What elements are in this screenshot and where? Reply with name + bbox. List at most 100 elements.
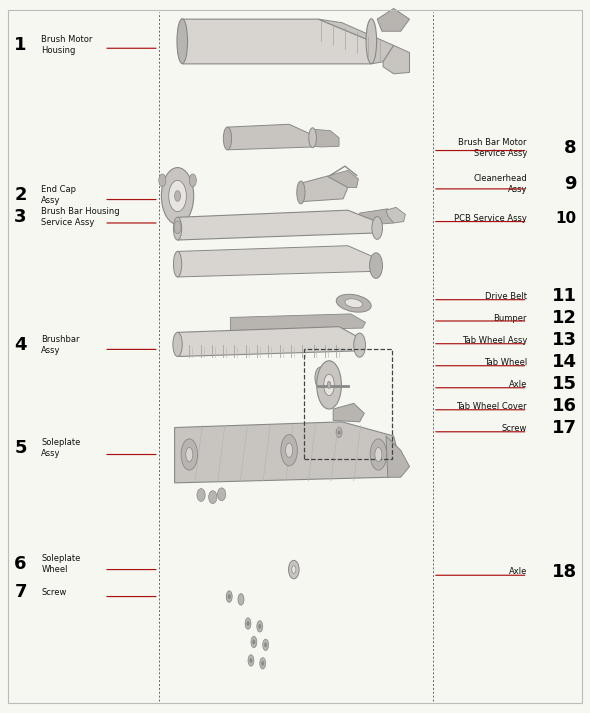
Ellipse shape: [297, 181, 305, 204]
Ellipse shape: [338, 431, 340, 434]
Text: 2: 2: [14, 185, 27, 204]
Text: 17: 17: [552, 419, 577, 437]
Text: 4: 4: [14, 336, 27, 354]
Ellipse shape: [309, 128, 316, 148]
Ellipse shape: [372, 217, 382, 240]
Text: Axle: Axle: [509, 568, 527, 576]
Text: 10: 10: [556, 211, 577, 226]
Text: 16: 16: [552, 397, 577, 415]
Ellipse shape: [345, 299, 362, 308]
Text: Soleplate
Wheel: Soleplate Wheel: [41, 554, 81, 574]
Ellipse shape: [238, 594, 244, 605]
Polygon shape: [333, 404, 364, 422]
Polygon shape: [377, 9, 409, 31]
Polygon shape: [231, 314, 365, 331]
Text: 7: 7: [14, 583, 27, 601]
Polygon shape: [386, 207, 405, 223]
Text: 18: 18: [552, 563, 577, 580]
Text: Drive Belt: Drive Belt: [485, 292, 527, 301]
Ellipse shape: [247, 622, 249, 626]
Ellipse shape: [186, 448, 193, 461]
Ellipse shape: [189, 174, 196, 187]
Text: Bumper: Bumper: [493, 314, 527, 323]
Ellipse shape: [253, 640, 255, 644]
Polygon shape: [383, 46, 409, 74]
Polygon shape: [178, 246, 380, 277]
Ellipse shape: [173, 217, 182, 240]
Text: Tab Wheel: Tab Wheel: [484, 358, 527, 366]
Text: 6: 6: [14, 555, 27, 573]
Text: Brushbar
Assy: Brushbar Assy: [41, 335, 80, 355]
Polygon shape: [175, 422, 401, 483]
Text: 8: 8: [564, 140, 577, 158]
Text: Cleanerhead
Assy: Cleanerhead Assy: [473, 174, 527, 194]
Polygon shape: [228, 124, 316, 150]
Polygon shape: [327, 170, 358, 188]
Ellipse shape: [218, 488, 226, 501]
Ellipse shape: [375, 448, 382, 461]
Text: Soleplate
Assy: Soleplate Assy: [41, 438, 81, 458]
Text: 13: 13: [552, 331, 577, 349]
Text: Brush Bar Housing
Service Assy: Brush Bar Housing Service Assy: [41, 207, 120, 227]
Ellipse shape: [370, 439, 386, 470]
Text: Brush Bar Motor
Service Assy: Brush Bar Motor Service Assy: [458, 138, 527, 158]
Polygon shape: [178, 327, 362, 356]
Text: Screw: Screw: [41, 588, 67, 597]
Ellipse shape: [181, 439, 198, 470]
Ellipse shape: [173, 252, 182, 277]
Ellipse shape: [162, 168, 194, 225]
Ellipse shape: [289, 560, 299, 579]
Ellipse shape: [250, 658, 252, 662]
Polygon shape: [359, 209, 396, 226]
Text: 15: 15: [552, 375, 577, 393]
Text: PCB Service Assy: PCB Service Assy: [454, 214, 527, 223]
Text: 14: 14: [552, 353, 577, 371]
Ellipse shape: [251, 636, 257, 647]
Text: Screw: Screw: [502, 424, 527, 433]
Polygon shape: [182, 19, 371, 64]
Ellipse shape: [263, 639, 268, 650]
Ellipse shape: [209, 491, 217, 503]
Text: Brush Motor
Housing: Brush Motor Housing: [41, 36, 93, 56]
Bar: [304, 349, 392, 459]
Polygon shape: [386, 436, 409, 477]
Text: Tab Wheel Assy: Tab Wheel Assy: [461, 336, 527, 344]
Ellipse shape: [224, 127, 232, 150]
Ellipse shape: [169, 180, 186, 212]
Polygon shape: [313, 129, 339, 147]
Text: 5: 5: [14, 439, 27, 457]
Ellipse shape: [245, 618, 251, 630]
Ellipse shape: [174, 221, 181, 234]
Ellipse shape: [327, 381, 331, 389]
Ellipse shape: [227, 591, 232, 602]
Ellipse shape: [258, 625, 261, 629]
Ellipse shape: [369, 253, 382, 278]
Ellipse shape: [260, 657, 266, 669]
Text: Tab Wheel Cover: Tab Wheel Cover: [456, 401, 527, 411]
Text: Axle: Axle: [509, 380, 527, 389]
Ellipse shape: [324, 374, 335, 396]
Ellipse shape: [366, 19, 376, 63]
Ellipse shape: [292, 565, 296, 573]
Ellipse shape: [175, 190, 181, 201]
Ellipse shape: [281, 435, 297, 466]
Ellipse shape: [315, 367, 326, 389]
Ellipse shape: [228, 595, 231, 599]
Ellipse shape: [354, 333, 365, 357]
Ellipse shape: [177, 19, 188, 63]
Ellipse shape: [257, 621, 263, 632]
Ellipse shape: [286, 443, 293, 457]
Polygon shape: [301, 176, 348, 202]
Ellipse shape: [336, 428, 342, 438]
Text: 12: 12: [552, 309, 577, 327]
Text: 3: 3: [14, 207, 27, 225]
Ellipse shape: [173, 332, 182, 356]
Ellipse shape: [248, 655, 254, 666]
Polygon shape: [178, 210, 380, 240]
Ellipse shape: [261, 661, 264, 665]
Ellipse shape: [197, 488, 205, 501]
Polygon shape: [319, 19, 394, 64]
Ellipse shape: [159, 174, 166, 187]
Ellipse shape: [336, 294, 371, 312]
Text: 11: 11: [552, 287, 577, 305]
